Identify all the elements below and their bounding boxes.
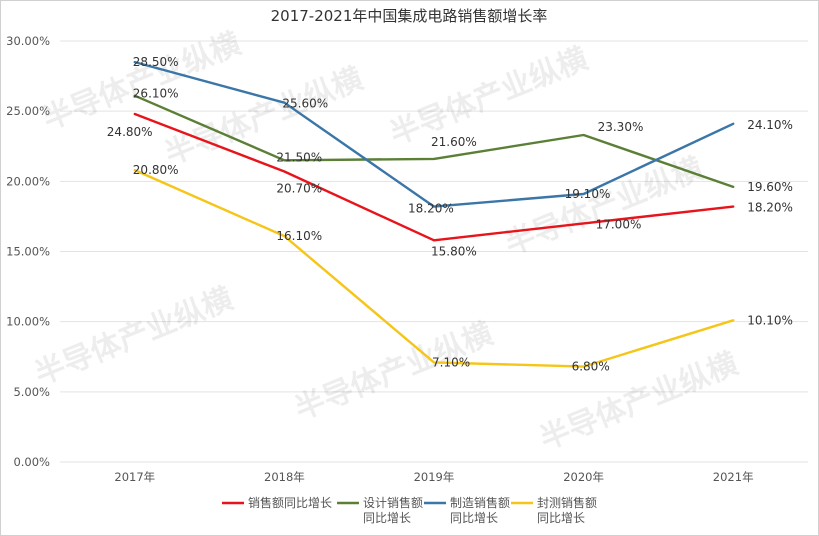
- legend-label: 销售额同比增长: [248, 495, 332, 510]
- x-tick-label: 2021年: [713, 470, 754, 484]
- data-labels: 24.80% 20.70% 15.80% 17.00% 18.20% 26.10% 21.5…: [107, 55, 793, 374]
- data-label: 16.10%: [276, 229, 322, 243]
- data-label: 10.10%: [747, 313, 793, 327]
- legend-label: 制造销售额: [450, 495, 510, 510]
- series-line-4: [133, 168, 735, 368]
- x-tick-label: 2018年: [264, 470, 305, 484]
- x-tick-label: 2019年: [414, 470, 455, 484]
- x-tick-label: 2020年: [563, 470, 604, 484]
- data-label: 20.80%: [133, 163, 179, 177]
- legend-item-1[interactable]: 销售额同比增长: [222, 495, 332, 510]
- data-label: 18.20%: [408, 202, 454, 216]
- data-label: 17.00%: [596, 217, 642, 231]
- series-line-1: [133, 112, 735, 242]
- data-label: 26.10%: [133, 87, 179, 101]
- data-label: 28.50%: [133, 55, 179, 69]
- legend-label: 设计销售额: [363, 495, 423, 510]
- y-tick-label: 15.00%: [6, 245, 50, 259]
- legend-label: 同比增长: [450, 511, 498, 525]
- series-line-2: [133, 94, 735, 189]
- y-tick-label: 25.00%: [6, 104, 50, 118]
- data-label: 15.80%: [431, 244, 477, 258]
- y-tick-label: 30.00%: [6, 34, 50, 48]
- gridlines: [60, 40, 808, 463]
- series-layer: [133, 60, 735, 368]
- data-label: 25.60%: [282, 97, 328, 111]
- y-tick-label: 5.00%: [13, 385, 50, 399]
- axis-labels: 0.00% 5.00% 10.00% 15.00% 20.00% 25.00% 30.00%…: [6, 34, 753, 484]
- data-label: 24.10%: [747, 118, 793, 132]
- watermark: 半导体产业纵横: [30, 281, 238, 392]
- watermark: 半导体产业纵横: [535, 346, 743, 457]
- legend-label: 同比增长: [363, 511, 411, 525]
- series-line-3: [133, 60, 735, 208]
- data-label: 21.50%: [276, 150, 322, 164]
- data-label: 19.10%: [565, 187, 611, 201]
- data-label: 6.80%: [572, 360, 610, 374]
- data-label: 20.70%: [276, 182, 322, 196]
- legend-label: 同比增长: [537, 511, 585, 525]
- chart-title: 2017-2021年中国集成电路销售额增长率: [271, 7, 548, 25]
- watermark: 半导体产业纵横: [385, 41, 593, 152]
- data-label: 7.10%: [432, 355, 470, 369]
- data-label: 23.30%: [598, 120, 644, 134]
- watermark: 半导体产业纵横: [290, 316, 498, 427]
- x-tick-label: 2017年: [114, 470, 155, 484]
- legend-label: 封测销售额: [537, 495, 597, 510]
- data-label: 24.80%: [107, 125, 153, 139]
- y-tick-label: 20.00%: [6, 174, 50, 188]
- data-label: 21.60%: [431, 135, 477, 149]
- data-label: 19.60%: [747, 180, 793, 194]
- y-tick-label: 10.00%: [6, 315, 50, 329]
- data-label: 18.20%: [747, 201, 793, 215]
- y-tick-label: 0.00%: [13, 455, 50, 469]
